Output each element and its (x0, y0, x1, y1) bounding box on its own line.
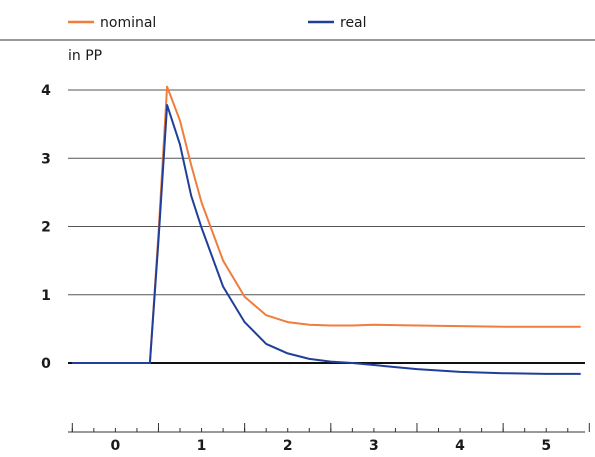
y-tick-label-1: 1 (41, 288, 51, 304)
y-tick-labels: 0 1 2 3 4 (41, 83, 51, 372)
gridlines (68, 89, 585, 364)
x-tick-label-2: 2 (283, 438, 293, 454)
y-tick-label-3: 3 (41, 151, 51, 167)
legend: nominal real (68, 15, 367, 31)
data-series (72, 85, 581, 375)
x-tick-label-1: 1 (197, 438, 207, 454)
y-axis-unit-label: in PP (68, 48, 102, 64)
x-tick-label-5: 5 (541, 438, 551, 454)
series-line-real (72, 104, 581, 375)
series-line-nominal (72, 85, 581, 364)
y-tick-label-2: 2 (41, 220, 51, 236)
x-tick-label-3: 3 (369, 438, 379, 454)
x-tick-label-4: 4 (455, 438, 465, 454)
y-tick-label-0: 0 (41, 356, 51, 372)
legend-label-nominal: nominal (100, 15, 156, 31)
y-tick-label-4: 4 (41, 83, 51, 99)
x-axis: 0 1 2 3 4 5 (68, 423, 590, 454)
x-tick-label-0: 0 (111, 438, 121, 454)
legend-label-real: real (340, 15, 367, 31)
